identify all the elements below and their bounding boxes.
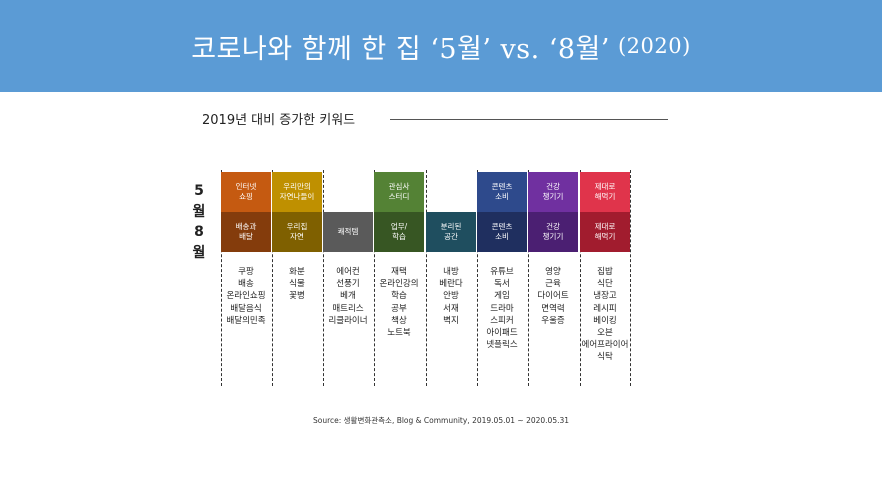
keyword-item: 영양 bbox=[545, 267, 561, 277]
august-category-cell: 콘텐츠 소비 bbox=[477, 212, 527, 252]
page-title-text: 코로나와 함께 한 집 ‘5월’ vs. ‘8월’ bbox=[191, 33, 610, 65]
source-note: Source: 생활변화관측소, Blog & Community, 2019.… bbox=[312, 416, 570, 425]
keyword-item: 냉장고 bbox=[593, 291, 617, 302]
august-category-cell: 쾌적템 bbox=[323, 212, 373, 252]
keyword-item: 근육 bbox=[545, 279, 561, 290]
august-category-cell: 배송과 배달 bbox=[221, 212, 271, 252]
row-label-august-month: 월 bbox=[192, 245, 206, 261]
column-divider bbox=[272, 170, 273, 386]
keyword-item: 우울증 bbox=[541, 315, 565, 326]
keyword-item: 노트북 bbox=[387, 328, 411, 339]
keyword-item: 선풍기 bbox=[336, 279, 360, 290]
keyword-item: 책상 bbox=[391, 315, 407, 326]
row-label-august-number: 8 bbox=[194, 224, 204, 240]
may-category-cell: 건강 챙기기 bbox=[528, 172, 578, 212]
may-category-cell: 우리만의 자연나들이 bbox=[272, 172, 322, 212]
keyword-item: 벽지 bbox=[443, 315, 459, 326]
keyword-item: 에어프라이어 bbox=[581, 340, 629, 351]
keyword-item: 독서 bbox=[494, 279, 510, 290]
page-title-year: (2020) bbox=[617, 34, 691, 58]
keyword-item: 온라인쇼핑 bbox=[226, 291, 266, 302]
keyword-item: 집밥 bbox=[597, 267, 613, 277]
row-label-may-month: 월 bbox=[192, 204, 206, 220]
keyword-item: 베란다 bbox=[439, 279, 463, 290]
keyword-item: 면역력 bbox=[541, 303, 565, 314]
row-label-may-number: 5 bbox=[194, 183, 204, 199]
keyword-item: 안방 bbox=[443, 291, 459, 302]
column-divider bbox=[323, 170, 324, 386]
keyword-item: 식탁 bbox=[597, 352, 613, 363]
may-category-cell: 관심사 스터디 bbox=[374, 172, 424, 212]
august-category-cell: 우리집 자연 bbox=[272, 212, 322, 252]
keyword-item: 배달의민족 bbox=[226, 315, 266, 326]
keyword-item: 드라마 bbox=[490, 303, 514, 314]
keyword-item: 아이패드 bbox=[486, 328, 518, 339]
keyword-item: 유튜브 bbox=[490, 267, 514, 277]
column-divider bbox=[630, 170, 631, 386]
column-divider bbox=[580, 170, 581, 386]
keyword-item: 오븐 bbox=[597, 328, 613, 339]
keyword-item: 넷플릭스 bbox=[486, 340, 518, 351]
august-category-cell: 제대로 해먹기 bbox=[580, 212, 630, 252]
keyword-item: 공부 bbox=[391, 303, 407, 314]
august-category-cell: 분리된 공간 bbox=[426, 212, 476, 252]
subheading-rule bbox=[390, 119, 668, 120]
august-category-cell: 업무/ 학습 bbox=[374, 212, 424, 252]
column-divider bbox=[221, 170, 222, 386]
keyword-item: 게임 bbox=[494, 291, 510, 302]
keyword-item: 온라인강의 bbox=[379, 279, 419, 290]
keyword-item: 스피커 bbox=[490, 315, 514, 326]
title-banner bbox=[0, 0, 882, 92]
keyword-item: 내방 bbox=[443, 267, 459, 277]
column-divider bbox=[528, 170, 529, 386]
keyword-item: 학습 bbox=[391, 291, 407, 302]
column-divider bbox=[426, 170, 427, 386]
keyword-item: 배송 bbox=[238, 279, 254, 290]
august-category-cell: 건강 챙기기 bbox=[528, 212, 578, 252]
keyword-item: 재택 bbox=[391, 267, 407, 277]
keyword-item: 레시피 bbox=[593, 303, 617, 314]
may-category-cell: 제대로 해먹기 bbox=[580, 172, 630, 212]
column-divider bbox=[477, 170, 478, 386]
subheading: 2019년 대비 증가한 키워드 bbox=[202, 113, 356, 128]
keyword-item: 베개 bbox=[340, 291, 356, 302]
keyword-item: 배달음식 bbox=[230, 303, 262, 314]
keyword-item: 식단 bbox=[597, 279, 613, 290]
keyword-item: 식물 bbox=[289, 279, 305, 290]
keyword-item: 쿠팡 bbox=[238, 267, 254, 277]
keyword-item: 다이어트 bbox=[537, 291, 569, 302]
may-category-cell: 콘텐츠 소비 bbox=[477, 172, 527, 212]
keyword-item: 화분 bbox=[289, 267, 305, 277]
column-divider bbox=[374, 170, 375, 386]
keyword-item: 서재 bbox=[443, 303, 459, 314]
may-category-cell: 인터넷 쇼핑 bbox=[221, 172, 271, 212]
page-title: 코로나와 함께 한 집 ‘5월’ vs. ‘8월’ (2020) bbox=[0, 0, 882, 92]
keyword-item: 매트리스 bbox=[332, 303, 364, 314]
keyword-item: 꽃병 bbox=[289, 291, 305, 302]
keyword-item: 베이킹 bbox=[593, 315, 617, 326]
keyword-item: 리클라이너 bbox=[328, 315, 368, 326]
keyword-item: 에어컨 bbox=[336, 267, 360, 277]
